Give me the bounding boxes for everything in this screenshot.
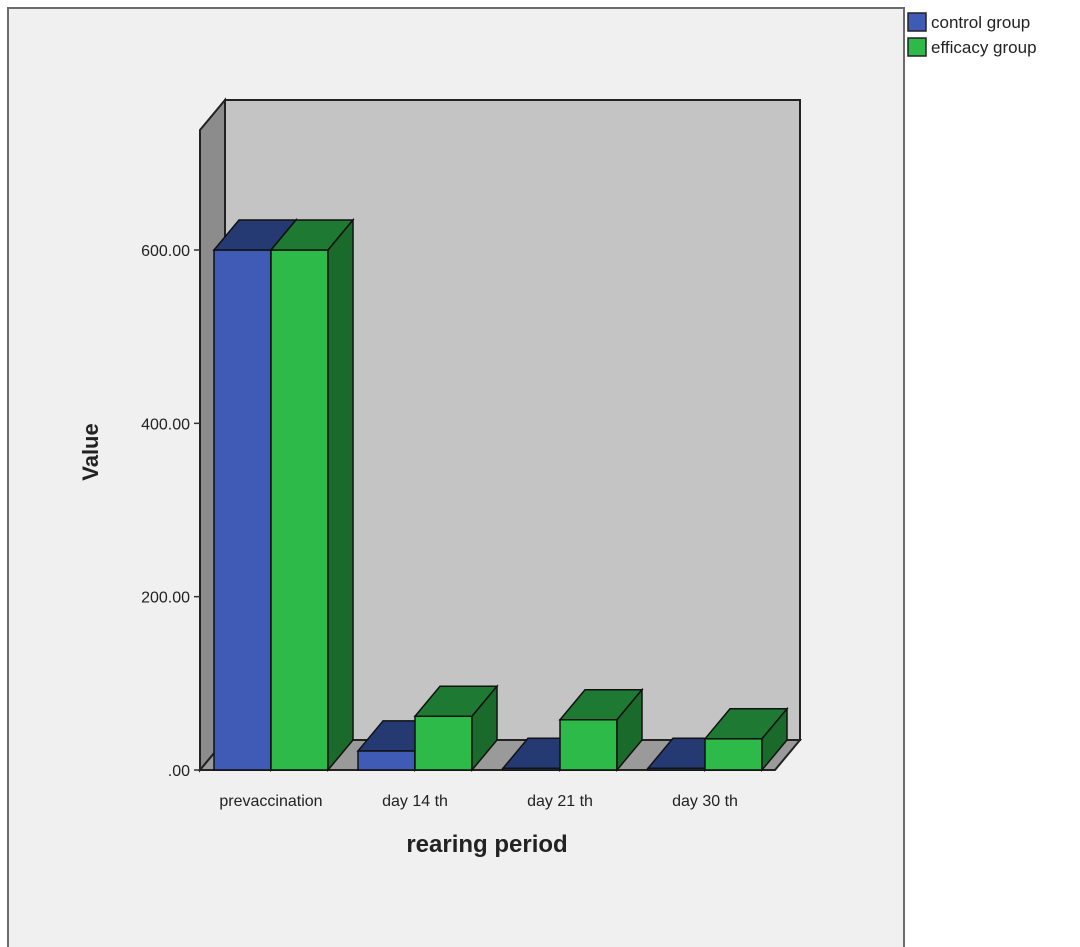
y-tick-label: 400.00 [141,416,190,433]
x-tick-label: day 21 th [527,793,593,810]
legend-label-control: control group [931,13,1030,32]
bar-control-1-front [357,750,416,771]
y-tick-label: 200.00 [141,590,190,607]
x-tick-label: day 30 th [672,793,738,810]
bar-efficacy-2-front [559,718,618,771]
y-axis-label: Value [78,423,103,480]
bar-efficacy-2-side [616,687,643,773]
bar-efficacy-0-front [270,249,329,771]
bar-control-0-front [213,249,272,771]
y-tick-label: 600.00 [141,243,190,260]
bar-efficacy-3-front [704,738,763,771]
x-axis-label: rearing period [406,831,567,858]
y-tick-label: .00 [168,763,190,780]
legend-swatch-efficacy [907,37,927,57]
legend-swatch-control [907,12,927,32]
x-tick-label: day 14 th [382,793,448,810]
bar-efficacy-3-side [761,706,788,773]
bar-efficacy-1-front [414,715,473,771]
x-tick-label: prevaccination [219,793,322,810]
legend-label-efficacy: efficacy group [931,38,1037,57]
bar-efficacy-1-side [471,684,498,773]
bar-efficacy-0-side [327,217,354,773]
